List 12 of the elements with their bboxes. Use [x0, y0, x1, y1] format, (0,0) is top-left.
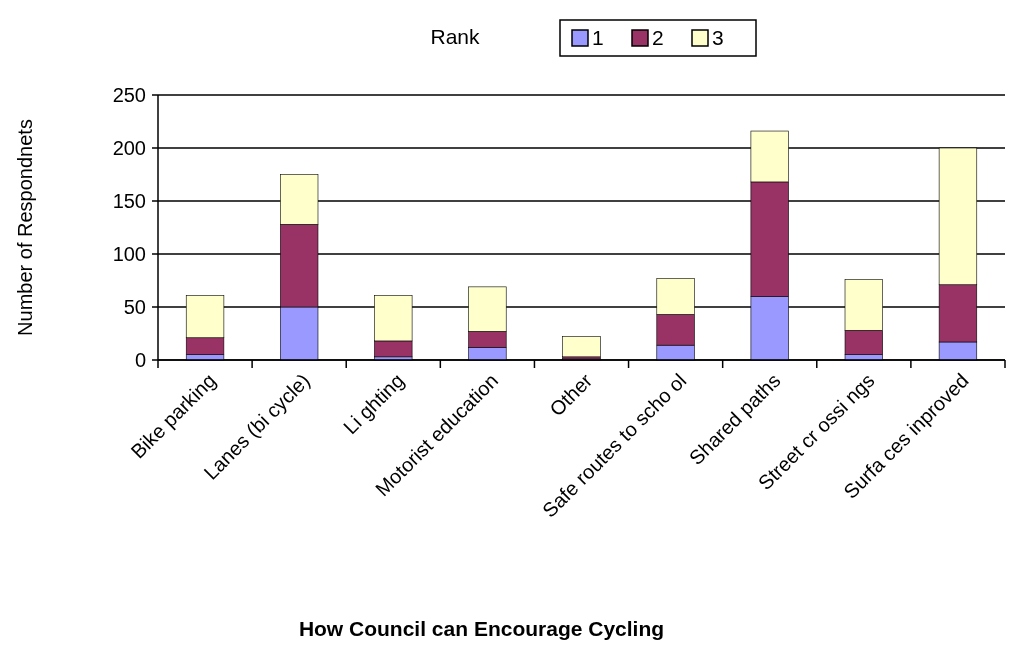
y-tick-label: 200 [112, 137, 146, 159]
legend-label: 3 [712, 26, 724, 49]
y-tick-label: 150 [112, 190, 146, 212]
legend-title: Rank [430, 25, 481, 48]
legend-label: 2 [652, 26, 664, 49]
y-tick-label: 100 [112, 243, 146, 265]
legend-label: 1 [592, 26, 604, 49]
y-axis-title: Number of Respondnets [14, 119, 36, 336]
x-axis-title: How Council can Encourage Cycling [298, 617, 665, 640]
y-tick-label: 50 [123, 296, 146, 318]
y-tick-label: 250 [112, 84, 146, 106]
y-tick-label: 0 [134, 349, 146, 371]
